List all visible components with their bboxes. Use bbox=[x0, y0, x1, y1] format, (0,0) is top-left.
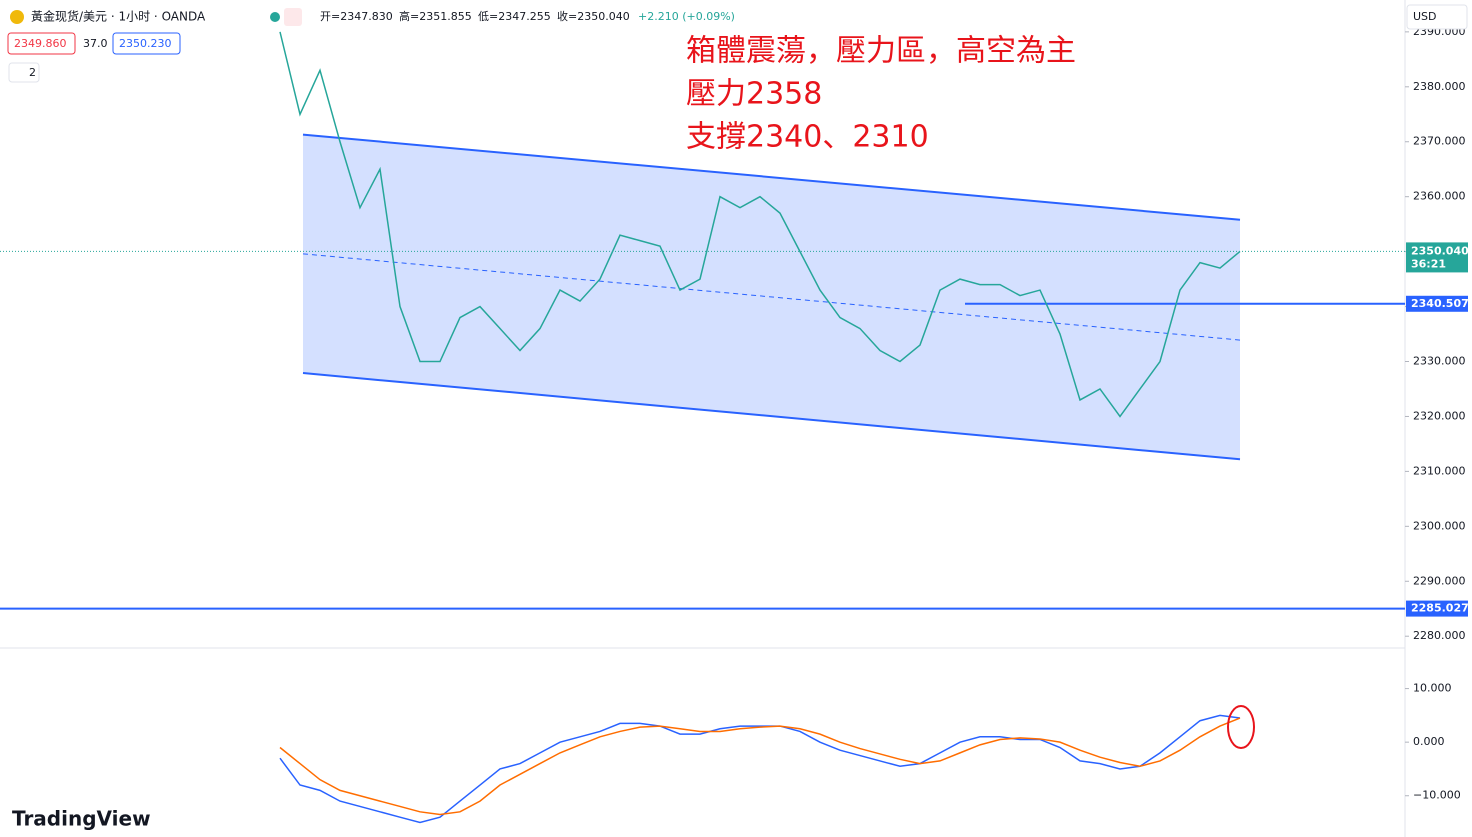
price-tag bbox=[1406, 295, 1468, 312]
y-tick-label: 2380.000 bbox=[1413, 80, 1466, 93]
price-tag-label: 2285.027 bbox=[1411, 602, 1469, 615]
annotation: 壓力2358 bbox=[686, 77, 822, 112]
highlight-circle bbox=[1227, 705, 1255, 749]
ask: 2350.230 bbox=[119, 37, 172, 50]
annotation: 支撐2340、2310 bbox=[686, 120, 929, 155]
channel-upper bbox=[302, 133, 1241, 221]
countdown: 36:21 bbox=[1411, 257, 1446, 270]
last-price: 2350.040 bbox=[1411, 244, 1469, 257]
y-tick-label: −10.000 bbox=[1413, 789, 1461, 802]
series-line bbox=[279, 717, 1241, 816]
y-tick-label: 2330.000 bbox=[1413, 355, 1466, 368]
open: 开=2347.830 bbox=[320, 10, 393, 23]
channel-mid bbox=[302, 253, 1241, 341]
currency: USD bbox=[1413, 10, 1437, 23]
change: +2.210 (+0.09%) bbox=[638, 10, 735, 23]
y-tick-label: 2310.000 bbox=[1413, 464, 1466, 477]
spread: 37.0 bbox=[83, 37, 108, 50]
low: 低=2347.255 bbox=[478, 10, 551, 23]
high: 高=2351.855 bbox=[399, 9, 472, 23]
y-tick-label: 2290.000 bbox=[1413, 574, 1466, 587]
symbol-icon bbox=[10, 10, 24, 24]
price-tag-label: 2340.507 bbox=[1411, 297, 1469, 310]
bid: 2349.860 bbox=[14, 37, 67, 50]
collapse-count: 2 bbox=[29, 66, 36, 79]
y-tick-label: 2360.000 bbox=[1413, 190, 1466, 203]
series-line bbox=[279, 714, 1241, 824]
status-dot bbox=[270, 12, 280, 22]
price-tag bbox=[1406, 600, 1468, 617]
y-tick-label: 10.000 bbox=[1413, 682, 1452, 695]
channel-lower bbox=[302, 372, 1241, 461]
plot: 2280.000 2290.000 2300.000 2310.000 2320.000… bbox=[0, 25, 1469, 824]
close: 收=2350.040 bbox=[557, 9, 630, 23]
y-tick-label: 2370.000 bbox=[1413, 135, 1466, 148]
y-tick-label: 2320.000 bbox=[1413, 409, 1466, 422]
sell-button[interactable] bbox=[7, 32, 76, 55]
collapse-button[interactable] bbox=[8, 62, 40, 83]
flag-button[interactable] bbox=[284, 8, 302, 26]
y-tick-label: 2280.000 bbox=[1413, 629, 1466, 642]
buy-button[interactable] bbox=[112, 32, 181, 55]
last-price-tag bbox=[1406, 242, 1468, 273]
currency-button[interactable] bbox=[1406, 4, 1468, 30]
annotation: 箱體震蕩，壓力區，高空為主 bbox=[686, 34, 1076, 69]
watermark: TradingView bbox=[12, 807, 151, 831]
series-line bbox=[279, 31, 1241, 418]
y-tick-label: 2300.000 bbox=[1413, 519, 1466, 532]
symbol[interactable]: 黃金现货/美元 · 1小时 · OANDA bbox=[31, 9, 206, 24]
y-tick-label: 0.000 bbox=[1413, 735, 1445, 748]
